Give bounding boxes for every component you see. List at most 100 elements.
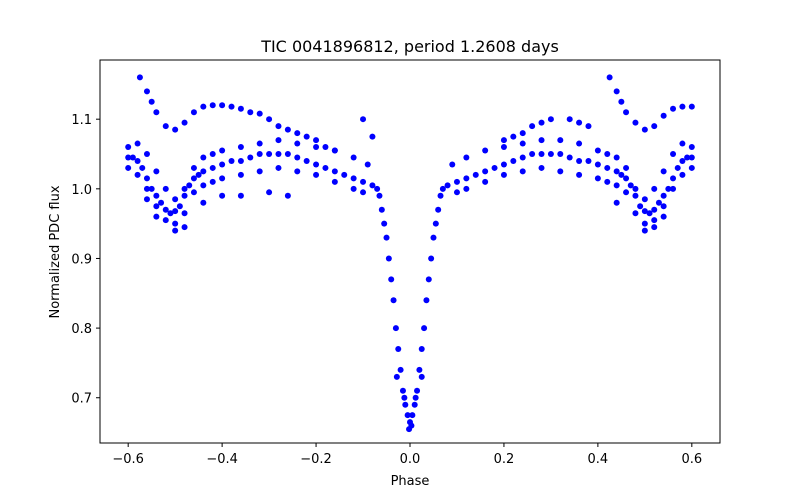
data-point [209, 178, 216, 185]
data-point [519, 154, 526, 161]
data-point [350, 185, 357, 192]
data-point [547, 151, 554, 158]
data-point [209, 164, 216, 171]
data-point [364, 161, 371, 168]
data-point [538, 119, 545, 126]
data-point [284, 192, 291, 199]
data-point [167, 210, 174, 217]
data-point [670, 105, 677, 112]
chart-title: TIC 0041896812, period 1.2608 days [260, 37, 559, 56]
data-point [529, 123, 536, 130]
data-point [172, 208, 179, 215]
data-point [385, 255, 392, 262]
data-point [679, 140, 686, 147]
data-point [322, 164, 329, 171]
data-point [153, 203, 160, 210]
data-point [228, 157, 235, 164]
data-point [153, 168, 160, 175]
data-point [688, 103, 695, 110]
data-point [378, 206, 385, 213]
data-point [613, 154, 620, 161]
data-point [566, 154, 573, 161]
data-point [181, 192, 188, 199]
data-point [660, 213, 667, 220]
y-tick-label: 0.7 [71, 392, 92, 407]
data-point [670, 175, 677, 182]
data-point [519, 130, 526, 137]
data-point [237, 144, 244, 151]
data-point [606, 74, 613, 81]
data-point [136, 74, 143, 81]
data-point [604, 164, 611, 171]
data-point [453, 178, 460, 185]
data-point [322, 144, 329, 151]
data-point [313, 137, 320, 144]
data-point [284, 126, 291, 133]
x-tick-label: 0.6 [681, 452, 702, 467]
data-point [172, 220, 179, 227]
data-point [594, 175, 601, 182]
data-point [393, 373, 400, 380]
data-point [125, 164, 132, 171]
data-point [547, 116, 554, 123]
x-tick-label: −0.6 [112, 452, 144, 467]
data-point [219, 102, 226, 109]
data-point [256, 151, 263, 158]
data-point [134, 171, 141, 178]
data-point [381, 220, 388, 227]
data-point [341, 171, 348, 178]
data-point [641, 126, 648, 133]
data-point [613, 88, 620, 95]
data-point [418, 345, 425, 352]
data-point [256, 140, 263, 147]
data-point [237, 105, 244, 112]
data-point [651, 206, 658, 213]
data-point [482, 147, 489, 154]
data-point [392, 325, 399, 332]
data-point [313, 161, 320, 168]
data-point [162, 206, 169, 213]
data-point [604, 178, 611, 185]
data-point [500, 161, 507, 168]
data-point [651, 224, 658, 231]
data-point [256, 110, 263, 117]
data-point [674, 164, 681, 171]
data-point [331, 168, 338, 175]
data-point [331, 178, 338, 185]
data-point [641, 220, 648, 227]
data-point [655, 199, 662, 206]
data-point [679, 171, 686, 178]
data-point [219, 192, 226, 199]
data-point [423, 297, 430, 304]
data-point [482, 168, 489, 175]
data-point [418, 373, 425, 380]
data-point [632, 185, 639, 192]
x-axis-label: Phase [391, 474, 430, 489]
data-point [618, 171, 625, 178]
data-point [519, 168, 526, 175]
data-point [172, 126, 179, 133]
data-point [411, 401, 418, 408]
data-point [200, 154, 207, 161]
data-point [219, 175, 226, 182]
data-point [162, 217, 169, 224]
data-point [688, 164, 695, 171]
data-point [275, 123, 282, 130]
data-point [416, 366, 423, 373]
data-point [566, 116, 573, 123]
data-point [428, 255, 435, 262]
data-point [209, 102, 216, 109]
data-point [449, 161, 456, 168]
x-tick-label: −0.4 [206, 452, 238, 467]
x-tick-label: 0.2 [494, 452, 515, 467]
data-point [414, 387, 421, 394]
data-point [660, 168, 667, 175]
data-point [402, 401, 409, 408]
data-point [594, 161, 601, 168]
data-point [604, 151, 611, 158]
data-point [472, 171, 479, 178]
data-point [679, 157, 686, 164]
data-point [425, 276, 432, 283]
